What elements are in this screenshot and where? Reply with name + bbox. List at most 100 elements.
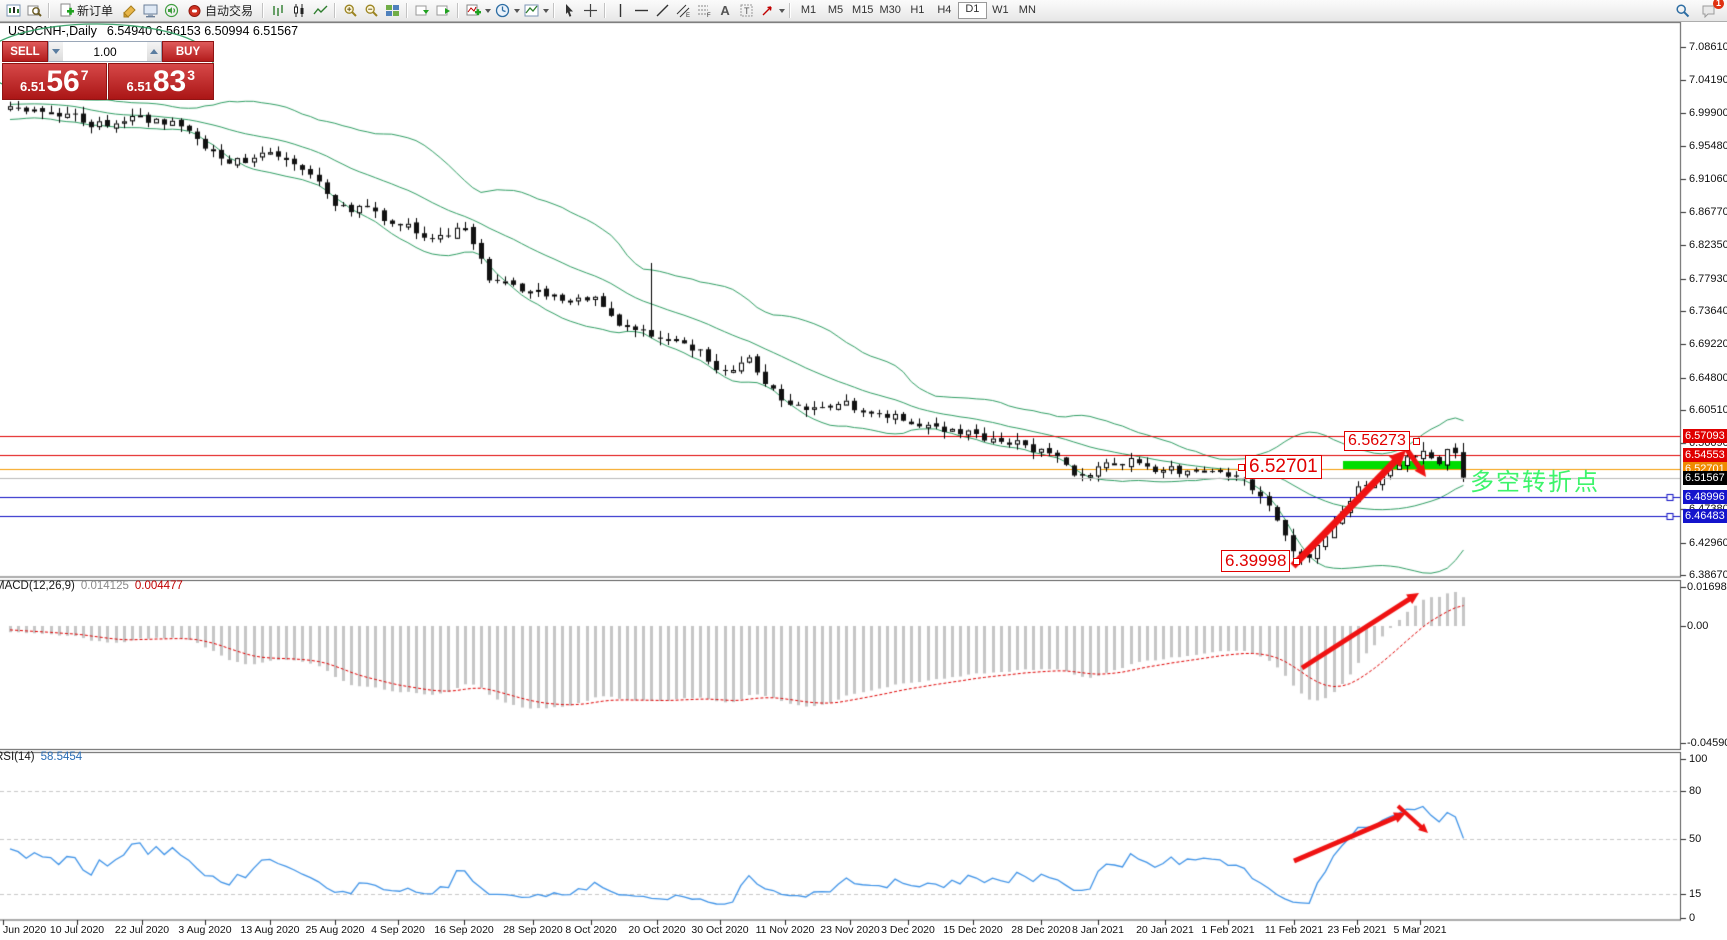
timeframe-mn[interactable]: MN (1018, 4, 1036, 16)
annotation-handle[interactable] (1413, 438, 1420, 445)
ask-pip-digit: 3 (187, 67, 195, 83)
text-label-icon[interactable]: T (736, 2, 756, 19)
time-label: 4 Sep 2020 (371, 924, 425, 936)
fibonacci-icon[interactable]: F (694, 2, 714, 19)
price-tick: 6.64800 (1689, 372, 1727, 384)
indicators-dropdown-arrow[interactable] (485, 8, 492, 13)
timeframe-bar: M1 M5 M15 M30 H1 H4 D1 W1 MN (795, 2, 1041, 19)
text-icon[interactable]: A (720, 3, 730, 18)
broadcast-icon[interactable] (161, 2, 181, 19)
chart-shift-icon[interactable] (433, 2, 453, 19)
high-price-annotation[interactable]: 6.56273 (1344, 431, 1410, 451)
line-chart-icon[interactable] (310, 2, 330, 19)
arrows-dropdown-arrow[interactable] (779, 8, 786, 13)
time-label: 22 Jul 2020 (114, 924, 170, 936)
volume-decrease-button[interactable] (49, 42, 63, 61)
zoom-in-icon[interactable] (340, 2, 360, 19)
low-price-annotation[interactable]: 6.39998 (1221, 550, 1291, 572)
crosshair-icon[interactable] (580, 2, 600, 19)
bid-big-digits: 56 (46, 65, 80, 98)
buy-button[interactable]: BUY (162, 41, 214, 62)
time-label: 20 Jan 2021 (1136, 924, 1194, 936)
price-tick: 6.73640 (1689, 305, 1727, 317)
level-price-annotation[interactable]: 6.52701 (1245, 455, 1322, 479)
history-center-icon[interactable] (119, 2, 139, 19)
macd-main-value: 0.014125 (80, 580, 129, 592)
metaeditor-icon[interactable] (140, 2, 160, 19)
price-tick: 6.95480 (1689, 140, 1727, 152)
separator (48, 3, 50, 18)
bid-quote[interactable]: 6.51 56 7 (2, 63, 107, 100)
timeframe-m30[interactable]: M30 (879, 4, 901, 16)
price-tick: 6.69220 (1689, 338, 1727, 350)
bid-pip-digit: 7 (80, 67, 89, 83)
timeframe-h4[interactable]: H4 (937, 4, 952, 16)
annotation-handle[interactable] (1293, 558, 1300, 565)
timeframe-m1[interactable]: M1 (800, 4, 817, 16)
new-order-button[interactable]: 新订单 (54, 2, 118, 19)
indicators-icon[interactable] (463, 2, 483, 19)
autotrading-button[interactable]: 自动交易 (182, 2, 258, 19)
horizontal-line-icon[interactable] (631, 2, 651, 19)
time-label: 8 Jan 2021 (1072, 924, 1124, 936)
price-badge: 6.46483 (1683, 509, 1727, 523)
price-tick: 6.38670 (1689, 569, 1727, 581)
candlestick-chart-icon[interactable] (289, 2, 309, 19)
zoom-out-icon[interactable] (361, 2, 381, 19)
equidistant-channel-icon[interactable]: E (673, 2, 693, 19)
tile-windows-icon[interactable] (382, 2, 402, 19)
vertical-line-icon[interactable] (610, 2, 630, 19)
new-order-icon (60, 3, 74, 17)
rsi-tick: 100 (1689, 753, 1708, 765)
time-label: 23 Feb 2021 (1327, 924, 1387, 936)
price-tick: 6.77930 (1689, 273, 1727, 285)
templates-icon[interactable] (521, 2, 541, 19)
macd-tick: -0.045909 (1687, 737, 1727, 749)
notifications-icon[interactable]: 1 (1698, 0, 1724, 19)
timeframe-d1[interactable]: D1 (957, 2, 987, 19)
time-label: 3 Dec 2020 (881, 924, 935, 936)
chart-ohlc-values: 6.54940 6.56153 6.50994 6.51567 (106, 24, 299, 38)
profiles-icon[interactable] (24, 2, 44, 19)
price-tick: 6.60510 (1689, 404, 1727, 416)
auto-scroll-icon[interactable] (412, 2, 432, 19)
price-badge: 6.51567 (1683, 471, 1727, 485)
periods-dropdown-arrow[interactable] (514, 8, 521, 13)
timeframe-w1[interactable]: W1 (992, 4, 1009, 16)
macd-name: MACD(12,26,9) (0, 580, 75, 592)
search-icon[interactable] (1672, 2, 1692, 19)
price-tick: 6.82350 (1689, 239, 1727, 251)
bar-chart-icon[interactable] (268, 2, 288, 19)
ask-quote[interactable]: 6.51 83 3 (107, 63, 214, 100)
price-tick: 6.86770 (1689, 206, 1727, 218)
sell-button[interactable]: SELL (2, 41, 48, 62)
annotation-handle[interactable] (1238, 464, 1245, 471)
svg-text:T: T (744, 6, 750, 16)
new-chart-icon[interactable] (3, 2, 23, 19)
arrows-objects-icon[interactable] (757, 2, 777, 19)
trendline-icon[interactable] (652, 2, 672, 19)
periods-icon[interactable] (492, 2, 512, 19)
volume-value[interactable]: 1.00 (93, 44, 117, 59)
timeframe-h1[interactable]: H1 (910, 4, 925, 16)
time-label: 1 Feb 2021 (1201, 924, 1255, 936)
templates-dropdown-arrow[interactable] (543, 8, 550, 13)
rsi-tick: 80 (1689, 785, 1702, 797)
one-click-trade-panel: SELL 1.00 BUY 6.51 56 7 6.51 83 3 (2, 41, 214, 100)
time-label: 23 Nov 2020 (820, 924, 880, 936)
volume-increase-button[interactable] (147, 42, 161, 61)
volume-field[interactable]: 1.00 (48, 41, 162, 62)
timeframe-m5[interactable]: M5 (827, 4, 844, 16)
price-badge: 6.48996 (1683, 490, 1727, 504)
time-label: 30 Oct 2020 (691, 924, 749, 936)
bid-prefix: 6.51 (20, 79, 46, 94)
cursor-icon[interactable] (559, 2, 579, 19)
autotrading-label: 自动交易 (205, 4, 254, 18)
time-label: 3 Aug 2020 (178, 924, 232, 936)
timeframe-m15[interactable]: M15 (852, 4, 874, 16)
rsi-name: RSI(14) (0, 751, 35, 763)
turning-point-note[interactable]: 多空转折点 (1470, 469, 1600, 496)
time-label: 5 Mar 2021 (1393, 924, 1447, 936)
